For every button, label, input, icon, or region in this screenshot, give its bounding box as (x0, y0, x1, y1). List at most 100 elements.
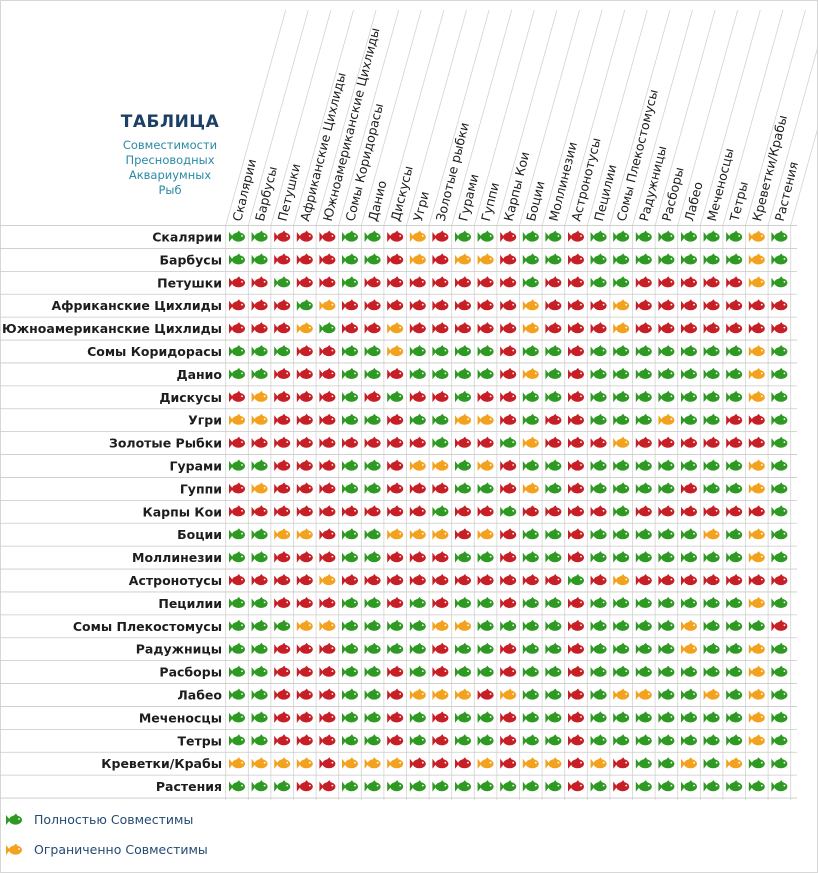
red-fish-icon (432, 482, 449, 494)
column-header-divider (360, 9, 422, 226)
green-fish-icon (613, 276, 630, 288)
red-fish-icon (477, 688, 494, 700)
green-fish-icon (319, 322, 336, 334)
red-fish-icon (319, 390, 336, 403)
orange-fish-icon (726, 757, 743, 769)
red-fish-icon (387, 482, 404, 494)
column-header-divider (767, 44, 818, 226)
green-fish-icon (432, 505, 449, 517)
green-fish-icon (635, 642, 652, 655)
green-fish-icon (635, 459, 652, 471)
red-fish-icon (500, 734, 517, 746)
green-fish-icon (455, 459, 471, 471)
green-fish-icon (590, 734, 607, 746)
green-fish-icon (342, 413, 358, 426)
green-fish-icon (726, 596, 743, 609)
green-fish-icon (568, 574, 584, 586)
green-fish-icon (364, 482, 381, 494)
red-fish-icon (296, 665, 313, 678)
green-fish-icon (455, 642, 471, 655)
orange-fish-icon (522, 299, 539, 311)
orange-fish-icon (296, 757, 313, 769)
red-fish-icon (681, 299, 697, 311)
column-header-divider (519, 9, 580, 226)
green-fish-icon (635, 619, 652, 632)
row-label: Лабео (177, 688, 222, 703)
red-fish-icon (635, 299, 652, 311)
green-fish-icon (342, 711, 358, 723)
red-fish-icon (432, 390, 449, 403)
red-fish-icon (319, 230, 336, 242)
green-fish-icon (342, 688, 358, 700)
green-fish-icon (477, 711, 494, 723)
red-fish-icon (477, 322, 494, 334)
red-fish-icon (568, 665, 584, 678)
orange-fish-icon (477, 253, 494, 265)
row-label: Карпы Кои (143, 504, 222, 519)
green-fish-icon (455, 345, 471, 357)
green-fish-icon (477, 596, 494, 609)
green-fish-icon (364, 734, 381, 746)
red-fish-icon (296, 642, 313, 655)
green-fish-icon (409, 367, 426, 380)
column-label: Гуппи (478, 181, 502, 223)
orange-fish-icon (342, 757, 358, 769)
column-header-divider (270, 9, 332, 226)
green-fish-icon (364, 345, 381, 357)
column-label: Боции (523, 179, 547, 222)
orange-fish-icon (635, 688, 652, 700)
red-fish-icon (432, 574, 449, 586)
orange-fish-icon (432, 619, 449, 632)
green-fish-icon (251, 253, 268, 265)
red-fish-icon (500, 299, 517, 311)
green-fish-icon (251, 711, 268, 723)
green-fish-icon (681, 367, 697, 380)
red-fish-icon (364, 276, 381, 288)
red-fish-icon (274, 551, 291, 563)
green-fish-icon (342, 367, 358, 380)
red-fish-icon (432, 322, 449, 334)
orange-fish-icon (455, 619, 471, 632)
red-fish-icon (455, 528, 471, 540)
orange-fish-icon (681, 757, 697, 769)
green-fish-icon (522, 734, 539, 746)
red-fish-icon (274, 642, 291, 655)
green-fish-icon (409, 619, 426, 632)
red-fish-icon (681, 482, 697, 494)
green-fish-icon (703, 482, 720, 494)
red-fish-icon (568, 734, 584, 746)
orange-fish-icon (613, 688, 630, 700)
green-fish-icon (726, 390, 743, 403)
orange-fish-icon (296, 322, 313, 334)
green-fish-icon (522, 619, 539, 632)
red-fish-icon (364, 574, 381, 586)
red-fish-icon (477, 505, 494, 517)
red-fish-icon (500, 574, 517, 586)
row-labels: Скалярии Барбусы Петушки Африканские Цихлид… (2, 230, 222, 795)
red-fish-icon (319, 665, 336, 678)
green-fish-icon (635, 413, 652, 426)
orange-fish-icon (613, 574, 630, 586)
green-fish-icon (726, 551, 743, 563)
orange-fish-mark (6, 843, 22, 855)
green-fish-icon (364, 459, 381, 471)
green-fish-icon (251, 688, 268, 700)
row-label: Креветки/Крабы (101, 756, 222, 771)
orange-fish-icon (522, 482, 539, 494)
red-fish-icon (568, 367, 584, 380)
red-fish-icon (703, 436, 720, 449)
column-header-divider (451, 9, 513, 226)
red-fish-icon (568, 436, 584, 449)
green-fish-icon (658, 711, 675, 723)
green-fish-icon (771, 734, 788, 746)
green-fish-icon (522, 665, 539, 678)
green-fish-icon (545, 619, 562, 632)
green-fish-icon (522, 276, 539, 288)
red-fish-icon (409, 757, 426, 769)
red-fish-icon (681, 505, 697, 517)
orange-fish-icon (748, 390, 765, 403)
green-fish-icon (364, 688, 381, 700)
green-fish-icon (409, 780, 426, 792)
red-fish-icon (500, 276, 517, 288)
red-fish-icon (296, 780, 313, 792)
